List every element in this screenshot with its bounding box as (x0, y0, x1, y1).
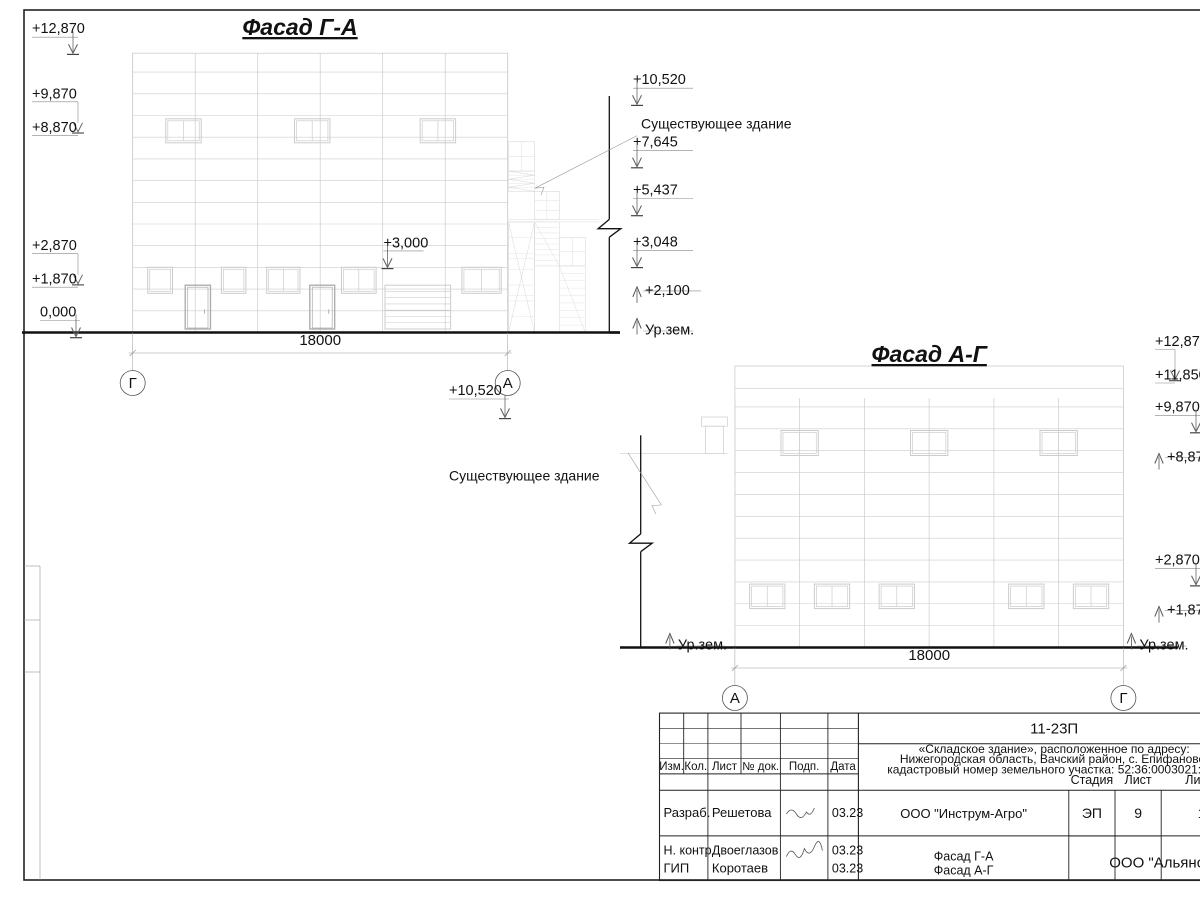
svg-text:+12,870: +12,870 (1155, 334, 1200, 350)
svg-text:Лист: Лист (712, 761, 738, 773)
svg-text:Фасад А-Г: Фасад А-Г (934, 864, 994, 878)
svg-text:+12,870: +12,870 (32, 21, 85, 37)
svg-text:Листов: Листов (1185, 773, 1200, 787)
svg-text:+2,100: +2,100 (645, 283, 690, 299)
svg-text:Изм.: Изм. (659, 761, 684, 773)
svg-text:Фасад А-Г: Фасад А-Г (872, 341, 988, 367)
svg-text:А: А (730, 690, 740, 707)
svg-text:18000: 18000 (299, 332, 341, 349)
svg-text:+9,870: +9,870 (32, 86, 77, 102)
svg-text:А: А (503, 375, 513, 392)
svg-text:Г: Г (1119, 690, 1127, 707)
svg-text:Подп.: Подп. (789, 761, 820, 773)
svg-text:Коротаев: Коротаев (712, 861, 768, 876)
svg-text:+7,645: +7,645 (633, 135, 678, 151)
svg-text:11-23П: 11-23П (1030, 720, 1078, 737)
svg-text:Стадия: Стадия (1071, 773, 1114, 787)
svg-text:Г: Г (129, 375, 137, 392)
svg-text:Лист: Лист (1125, 773, 1152, 787)
svg-text:+1,870: +1,870 (1167, 603, 1200, 619)
svg-text:Разраб.: Разраб. (664, 805, 711, 820)
svg-text:Дата: Дата (830, 761, 856, 773)
svg-text:Существующее здание: Существующее здание (641, 116, 792, 132)
svg-text:03.23: 03.23 (832, 806, 863, 820)
svg-text:Ур.зем.: Ур.зем. (645, 323, 694, 339)
svg-text:кадастровый номер земельного у: кадастровый номер земельного участка: 52… (887, 762, 1200, 776)
svg-text:+8,870: +8,870 (32, 120, 77, 136)
svg-text:Решетова: Решетова (712, 805, 772, 820)
svg-text:ГИП: ГИП (664, 861, 690, 876)
svg-text:18000: 18000 (908, 647, 950, 664)
svg-text:ЭП: ЭП (1082, 805, 1102, 821)
svg-text:+3,048: +3,048 (633, 234, 678, 250)
svg-text:+5,437: +5,437 (633, 183, 678, 199)
svg-text:03.23: 03.23 (832, 862, 863, 876)
svg-text:Н. контр.: Н. контр. (664, 844, 716, 858)
svg-text:+11,850: +11,850 (1155, 368, 1200, 384)
svg-text:+2,870: +2,870 (1155, 553, 1200, 569)
svg-text:+3,000: +3,000 (384, 235, 429, 251)
svg-text:Кол.: Кол. (684, 761, 707, 773)
svg-text:+2,870: +2,870 (32, 238, 77, 254)
svg-text:Ур.зем.: Ур.зем. (1139, 638, 1188, 654)
svg-text:Двоеглазов: Двоеглазов (712, 844, 779, 858)
svg-text:Ур.зем.: Ур.зем. (678, 638, 727, 654)
svg-text:+9,870: +9,870 (1155, 400, 1200, 416)
svg-text:Фасад Г-А: Фасад Г-А (242, 14, 357, 40)
svg-text:+10,520: +10,520 (449, 383, 502, 399)
svg-text:№ док.: № док. (742, 761, 779, 773)
svg-text:ООО "Инструм-Агро": ООО "Инструм-Агро" (900, 806, 1027, 821)
svg-text:Существующее здание: Существующее здание (449, 468, 600, 484)
svg-text:0,000: 0,000 (40, 305, 76, 321)
svg-text:9: 9 (1134, 805, 1142, 821)
svg-text:+10,520: +10,520 (633, 72, 686, 88)
svg-text:Фасад Г-А: Фасад Г-А (934, 850, 994, 864)
svg-text:ООО "Альянс": ООО "Альянс" (1109, 855, 1200, 872)
svg-text:+8,870: +8,870 (1167, 450, 1200, 466)
svg-text:+1,870: +1,870 (32, 272, 77, 288)
svg-text:03.23: 03.23 (832, 844, 863, 858)
